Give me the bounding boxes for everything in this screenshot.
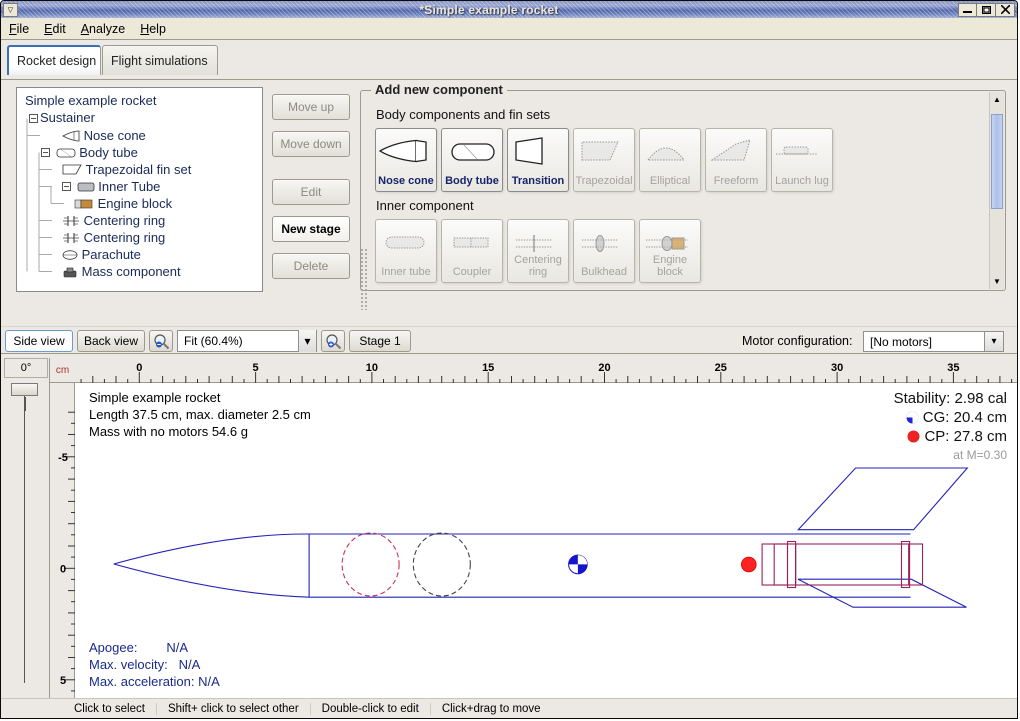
svg-text:25: 25 bbox=[715, 362, 727, 374]
svg-text:35: 35 bbox=[947, 362, 959, 374]
svg-text:10: 10 bbox=[366, 362, 378, 374]
svg-text:15: 15 bbox=[482, 362, 494, 374]
svg-text:5: 5 bbox=[60, 675, 66, 687]
svg-text:30: 30 bbox=[831, 362, 843, 374]
svg-text:0: 0 bbox=[136, 362, 142, 374]
svg-text:0: 0 bbox=[60, 563, 66, 575]
svg-text:20: 20 bbox=[598, 362, 610, 374]
svg-text:5: 5 bbox=[253, 362, 259, 374]
svg-text:-5: -5 bbox=[58, 452, 68, 464]
